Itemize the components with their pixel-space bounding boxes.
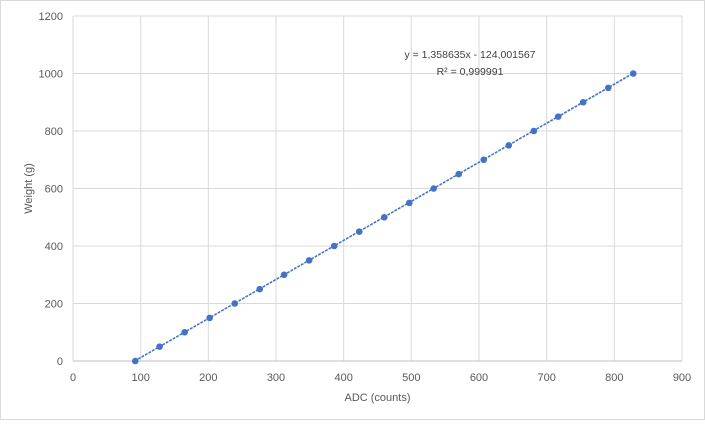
gridlines <box>73 15 683 361</box>
y-axis-title: Weight (g) <box>23 163 35 214</box>
trendline-r-squared: R² = 0,999991 <box>437 66 504 78</box>
data-point <box>330 242 338 250</box>
data-point <box>256 285 264 293</box>
x-tick-label: 400 <box>334 372 352 384</box>
y-tick-label: 800 <box>45 126 63 138</box>
data-point <box>604 84 612 92</box>
x-tick-label: 200 <box>199 372 217 384</box>
data-point <box>380 213 388 221</box>
data-point <box>430 185 437 192</box>
x-tick-label: 100 <box>131 372 149 384</box>
data-point <box>156 343 163 350</box>
data-point <box>231 300 239 307</box>
data-point <box>181 328 188 336</box>
x-tick-label: 700 <box>537 372 555 384</box>
y-tick-label: 1000 <box>39 69 63 81</box>
x-tick-label: 600 <box>470 372 488 384</box>
data-point <box>131 357 139 365</box>
y-tick-label: 200 <box>45 299 63 311</box>
data-points <box>131 70 637 365</box>
data-point <box>406 199 413 207</box>
data-point <box>530 127 538 135</box>
trendline-equation: y = 1,358635x - 124,001567 <box>404 49 535 61</box>
y-tick-label: 1200 <box>39 11 63 23</box>
data-point <box>355 228 363 235</box>
data-point <box>455 170 463 178</box>
x-tick-label: 900 <box>673 372 691 384</box>
y-tick-label: 600 <box>45 184 63 196</box>
y-tick-label: 400 <box>45 241 63 253</box>
axes <box>72 16 682 362</box>
x-axis-title: ADC (counts) <box>344 392 410 404</box>
tick-labels: 0 100 200 300 400 500 600 700 800 900 0 200 400 600 80… <box>39 11 692 384</box>
data-point <box>305 257 313 264</box>
data-point <box>206 314 213 322</box>
data-point <box>629 70 637 77</box>
data-point <box>480 156 488 164</box>
data-point <box>579 98 587 106</box>
x-tick-label: 800 <box>605 372 623 384</box>
y-tick-label: 0 <box>57 356 63 368</box>
data-point <box>505 142 513 149</box>
x-tick-label: 300 <box>267 372 285 384</box>
x-tick-label: 500 <box>402 372 420 384</box>
data-point <box>554 113 562 120</box>
data-point <box>280 271 288 279</box>
x-tick-label: 0 <box>70 372 76 384</box>
